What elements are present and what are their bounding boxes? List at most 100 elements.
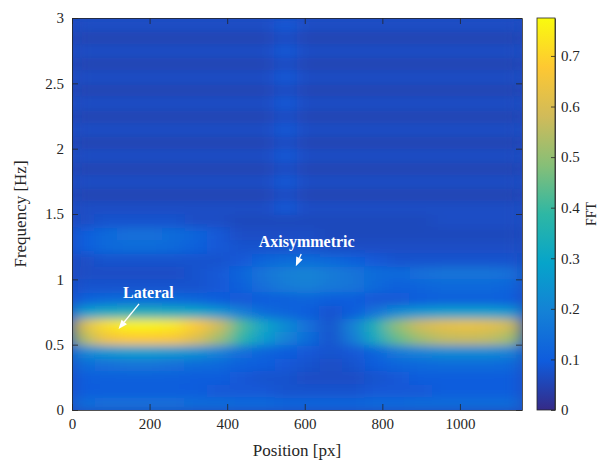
heatmap-cell: [500, 397, 523, 410]
heatmap-cell: [455, 319, 478, 333]
heatmap-cell: [72, 109, 95, 123]
x-axis-top: [73, 18, 523, 24]
heatmap-cell: [320, 319, 343, 333]
heatmap-cell: [477, 83, 500, 97]
heatmap-cell: [117, 397, 140, 410]
heatmap-cell: [455, 18, 478, 32]
heatmap-cell: [365, 18, 388, 32]
heatmap-cell: [500, 227, 523, 241]
heatmap-cell: [230, 123, 253, 137]
heatmap-cell: [95, 109, 118, 123]
heatmap-cell: [365, 83, 388, 97]
heatmap-cell: [207, 18, 230, 32]
tick-mark: [72, 149, 78, 150]
tick-mark: [516, 214, 522, 215]
heatmap-cell: [117, 83, 140, 97]
heatmap-cell: [95, 345, 118, 359]
heatmap-cell: [410, 149, 433, 163]
heatmap-cell: [185, 136, 208, 150]
tick-mark: [150, 404, 151, 410]
heatmap-cell: [342, 109, 365, 123]
heatmap-cell: [117, 57, 140, 71]
heatmap-cell: [95, 397, 118, 410]
heatmap-cell: [320, 70, 343, 84]
heatmap-cell: [320, 279, 343, 293]
heatmap-cell: [432, 136, 455, 150]
heatmap-cell: [500, 305, 523, 319]
tick: [516, 149, 522, 150]
tick-label: 1.5: [45, 206, 64, 222]
heatmap-cell: [477, 149, 500, 163]
heatmap-cell: [365, 96, 388, 110]
heatmap-cell: [455, 31, 478, 45]
heatmap-cells: [72, 18, 522, 410]
axis-line: [73, 18, 523, 19]
heatmap-cell: [117, 136, 140, 150]
heatmap-cell: [275, 57, 298, 71]
heatmap-cell: [297, 44, 320, 58]
heatmap-cell: [365, 384, 388, 398]
heatmap-cell: [342, 253, 365, 267]
heatmap-cell: [410, 70, 433, 84]
heatmap-cell: [432, 175, 455, 189]
heatmap-cell: [275, 83, 298, 97]
heatmap-cell: [140, 70, 163, 84]
heatmap-cell: [72, 253, 95, 267]
heatmap-cell: [252, 123, 275, 137]
heatmap-cell: [500, 136, 523, 150]
heatmap-cell: [140, 240, 163, 254]
heatmap-cell: [477, 266, 500, 280]
tick: 1: [57, 272, 79, 288]
tick-mark: [516, 345, 522, 346]
heatmap-cell: [275, 305, 298, 319]
heatmap-cell: [140, 214, 163, 228]
tick-mark: [382, 404, 383, 410]
heatmap-cell: [387, 44, 410, 58]
heatmap-cell: [72, 96, 95, 110]
heatmap-cell: [162, 240, 185, 254]
heatmap-cell: [185, 149, 208, 163]
heatmap-cell: [252, 292, 275, 306]
heatmap-cell: [140, 371, 163, 385]
heatmap-cell: [95, 175, 118, 189]
heatmap-cell: [275, 162, 298, 176]
heatmap-cell: [455, 149, 478, 163]
tick-mark: [516, 149, 522, 150]
heatmap-cell: [95, 214, 118, 228]
heatmap-cell: [162, 253, 185, 267]
heatmap-cell: [387, 57, 410, 71]
heatmap-cell: [72, 70, 95, 84]
heatmap-cell: [162, 332, 185, 346]
heatmap-cell: [320, 109, 343, 123]
heatmap-cell: [207, 358, 230, 372]
heatmap-cell: [95, 123, 118, 137]
heatmap-cell: [342, 266, 365, 280]
heatmap-cell: [72, 279, 95, 293]
heatmap-cell: [162, 358, 185, 372]
heatmap-cell: [432, 201, 455, 215]
heatmap-cell: [432, 279, 455, 293]
heatmap-cell: [477, 188, 500, 202]
heatmap-cell: [342, 371, 365, 385]
heatmap-cell: [387, 371, 410, 385]
annotation-arrow: [299, 254, 301, 258]
heatmap-cell: [117, 253, 140, 267]
heatmap-cell: [365, 149, 388, 163]
axis-line: [522, 19, 523, 411]
heatmap-cell: [477, 18, 500, 32]
heatmap-cell: [320, 332, 343, 346]
heatmap-cell: [432, 123, 455, 137]
heatmap-cell: [185, 70, 208, 84]
heatmap-cell: [387, 253, 410, 267]
tick: [516, 410, 522, 411]
heatmap-cell: [72, 175, 95, 189]
tick-label: 0: [69, 416, 77, 432]
heatmap-cell: [500, 149, 523, 163]
heatmap-cell: [140, 109, 163, 123]
heatmap-cell: [477, 319, 500, 333]
tick: [305, 18, 306, 24]
heatmap-cell: [500, 109, 523, 123]
tick-label: 0.5: [561, 149, 580, 165]
heatmap-cell: [320, 201, 343, 215]
heatmap-cell: [72, 227, 95, 241]
